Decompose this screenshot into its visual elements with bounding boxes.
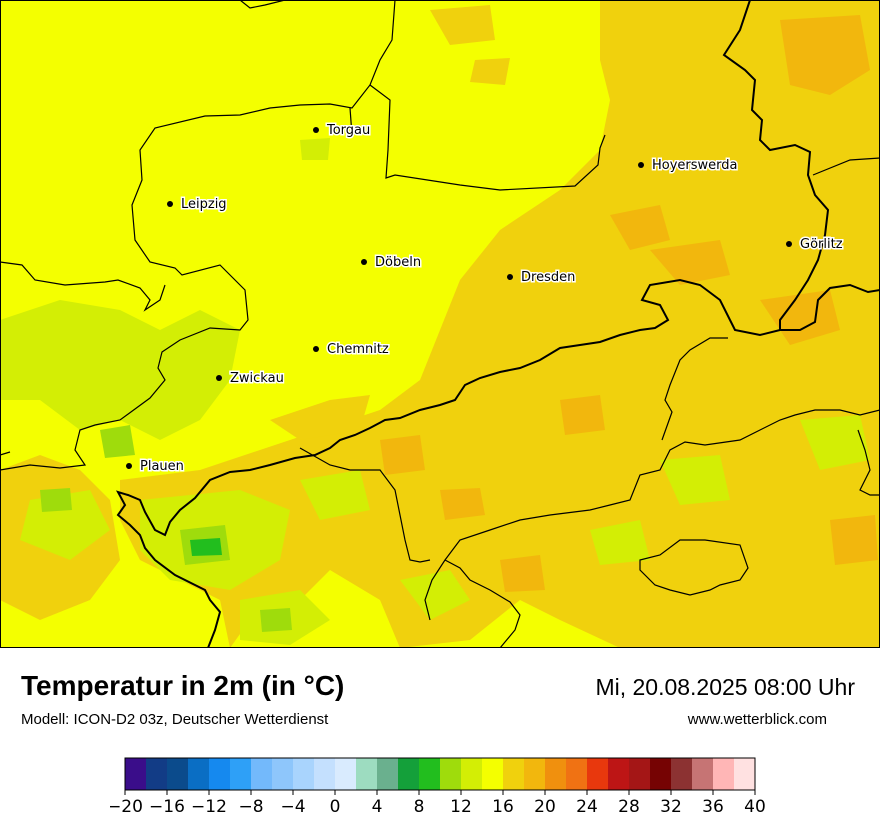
city-label: Döbeln — [375, 255, 421, 270]
legend-tick-label: 36 — [702, 797, 724, 817]
legend-tick-label: 24 — [576, 797, 598, 817]
city-label: Zwickau — [230, 371, 284, 386]
legend-swatch — [545, 758, 567, 790]
legend-swatch — [419, 758, 441, 790]
legend-tick-label: −12 — [191, 797, 227, 817]
temperature-map: Torgau Hoyerswerda Leipzig Görlitz Döbel… — [0, 0, 880, 648]
legend-tick-label: 40 — [744, 797, 766, 817]
legend-swatch — [440, 758, 462, 790]
legend-swatch — [524, 758, 546, 790]
city-goerlitz[interactable]: Görlitz — [786, 236, 844, 254]
legend-swatch — [209, 758, 231, 790]
legend-tick-label: 4 — [372, 797, 383, 817]
city-plauen[interactable]: Plauen — [126, 458, 185, 476]
city-markers: Torgau Hoyerswerda Leipzig Görlitz Döbel… — [126, 122, 844, 476]
warmer-temperature-spots — [380, 15, 878, 592]
legend-swatch — [251, 758, 273, 790]
city-dot — [786, 241, 792, 247]
city-label: Hoyerswerda — [652, 158, 738, 173]
cool-temperature-areas — [0, 138, 870, 645]
legend-tick-label: −8 — [238, 797, 263, 817]
city-dot — [638, 162, 644, 168]
legend-swatch — [461, 758, 483, 790]
legend-swatch — [692, 758, 714, 790]
website-link[interactable]: www.wetterblick.com — [687, 711, 827, 728]
city-dot — [126, 463, 132, 469]
city-zwickau[interactable]: Zwickau — [216, 370, 285, 388]
city-chemnitz[interactable]: Chemnitz — [313, 341, 390, 359]
legend-tick-label: 0 — [330, 797, 341, 817]
city-label: Chemnitz — [327, 342, 389, 357]
legend-tick-label: 32 — [660, 797, 682, 817]
legend-swatch — [146, 758, 168, 790]
city-leipzig[interactable]: Leipzig — [167, 196, 228, 214]
legend-swatch — [272, 758, 294, 790]
city-label: Görlitz — [800, 237, 843, 252]
legend-swatch — [608, 758, 630, 790]
legend-swatch — [482, 758, 504, 790]
legend-swatch — [377, 758, 399, 790]
legend-swatch — [503, 758, 525, 790]
city-dresden[interactable]: Dresden — [507, 269, 577, 287]
legend-tick-label: 20 — [534, 797, 556, 817]
city-label: Plauen — [140, 459, 184, 474]
legend-tick-label: 8 — [414, 797, 425, 817]
legend-swatch — [125, 758, 147, 790]
model-info: Modell: ICON-D2 03z, Deutscher Wetterdie… — [21, 711, 329, 728]
legend-frame — [124, 757, 756, 791]
legend-tick-label: −20 — [110, 797, 143, 817]
administrative-borders — [0, 0, 880, 648]
legend-swatches — [124, 757, 756, 791]
legend-tick-label: −16 — [149, 797, 185, 817]
legend-swatch — [356, 758, 378, 790]
city-torgau[interactable]: Torgau — [313, 122, 372, 140]
city-doebeln[interactable]: Döbeln — [361, 254, 423, 272]
city-dot — [167, 201, 173, 207]
city-dot — [507, 274, 513, 280]
city-dot — [216, 375, 222, 381]
legend-swatch — [566, 758, 588, 790]
legend-swatch — [335, 758, 357, 790]
legend-swatch — [398, 758, 420, 790]
city-dot — [313, 346, 319, 352]
legend-swatch — [230, 758, 252, 790]
legend-swatch — [713, 758, 735, 790]
legend-swatch — [671, 758, 693, 790]
city-label: Torgau — [326, 123, 370, 138]
city-label: Dresden — [521, 270, 575, 285]
legend-swatch — [314, 758, 336, 790]
coolest-temperature-spots — [40, 425, 292, 632]
legend-swatch — [293, 758, 315, 790]
city-label: Leipzig — [181, 197, 227, 212]
legend-swatch — [587, 758, 609, 790]
forecast-datetime: Mi, 20.08.2025 08:00 Uhr — [595, 674, 855, 700]
city-dot — [313, 127, 319, 133]
color-legend: −20 −16 −12 −8 −4 0 4 8 12 16 20 24 28 32 36 40 — [110, 757, 766, 817]
legend-ticks: −20 −16 −12 −8 −4 0 4 8 12 16 20 24 28 32 36 40 — [110, 790, 766, 817]
legend-tick-label: −4 — [280, 797, 305, 817]
legend-tick-label: 16 — [492, 797, 514, 817]
map-title: Temperatur in 2m (in °C) — [21, 670, 345, 701]
legend-swatch — [629, 758, 651, 790]
legend-swatch — [167, 758, 189, 790]
legend-swatch — [650, 758, 672, 790]
national-border — [115, 0, 880, 648]
legend-swatch — [734, 758, 756, 790]
city-dot — [361, 259, 367, 265]
legend-tick-label: 28 — [618, 797, 640, 817]
legend-tick-label: 12 — [450, 797, 472, 817]
city-hoyerswerda[interactable]: Hoyerswerda — [638, 157, 739, 175]
legend-swatch — [188, 758, 210, 790]
